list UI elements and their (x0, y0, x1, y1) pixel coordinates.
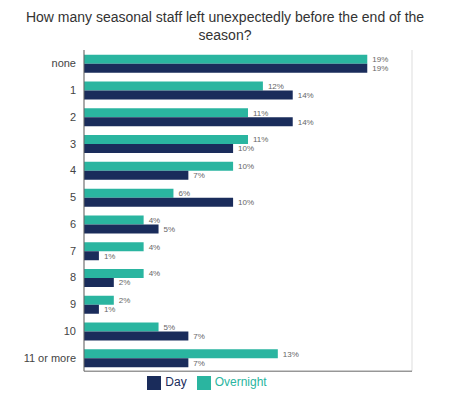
svg-text:12%: 12% (268, 82, 284, 91)
svg-text:19%: 19% (372, 55, 388, 64)
svg-text:14%: 14% (298, 91, 314, 100)
html-text:Overnight: Overnight (214, 375, 267, 390)
svg-text:5%: 5% (164, 225, 176, 234)
svg-text:2%: 2% (119, 296, 131, 305)
svg-text:4%: 4% (149, 269, 161, 278)
svg-text:4: 4 (70, 164, 76, 176)
svg-text:6%: 6% (178, 189, 190, 198)
svg-text:10%: 10% (238, 162, 254, 171)
svg-text:8: 8 (70, 271, 76, 283)
svg-text:11%: 11% (253, 135, 268, 144)
svg-text:7%: 7% (193, 332, 205, 341)
svg-text:10%: 10% (238, 144, 254, 153)
svg-text:11 or more: 11 or more (24, 352, 76, 364)
svg-text:1%: 1% (104, 252, 116, 261)
svg-text:5: 5 (70, 191, 76, 203)
svg-text:1%: 1% (104, 305, 116, 314)
svg-text:7%: 7% (193, 359, 205, 368)
svg-text:7: 7 (70, 245, 76, 257)
svg-text:1: 1 (70, 84, 76, 96)
svg-text:2: 2 (70, 111, 76, 123)
html-text:Day: Day (165, 375, 187, 390)
svg-text:3: 3 (70, 138, 76, 150)
svg-text:13%: 13% (283, 350, 299, 359)
svg-text:11%: 11% (253, 109, 268, 118)
svg-text:4%: 4% (149, 216, 161, 225)
svg-text:5%: 5% (164, 323, 176, 332)
svg-text:10: 10 (64, 325, 76, 337)
html-text:season?: season? (198, 27, 252, 43)
svg-text:6: 6 (70, 218, 76, 230)
svg-text:19%: 19% (372, 64, 388, 73)
svg-text:4%: 4% (149, 243, 161, 252)
svg-text:7%: 7% (193, 171, 205, 180)
svg-text:10%: 10% (238, 198, 254, 207)
svg-text:14%: 14% (298, 118, 314, 127)
svg-text:9: 9 (70, 298, 76, 310)
svg-text:2%: 2% (119, 278, 131, 287)
html-text:How many seasonal staff left u: How many seasonal staff left unexpectedl… (25, 9, 425, 25)
svg-text:none: none (52, 57, 76, 69)
